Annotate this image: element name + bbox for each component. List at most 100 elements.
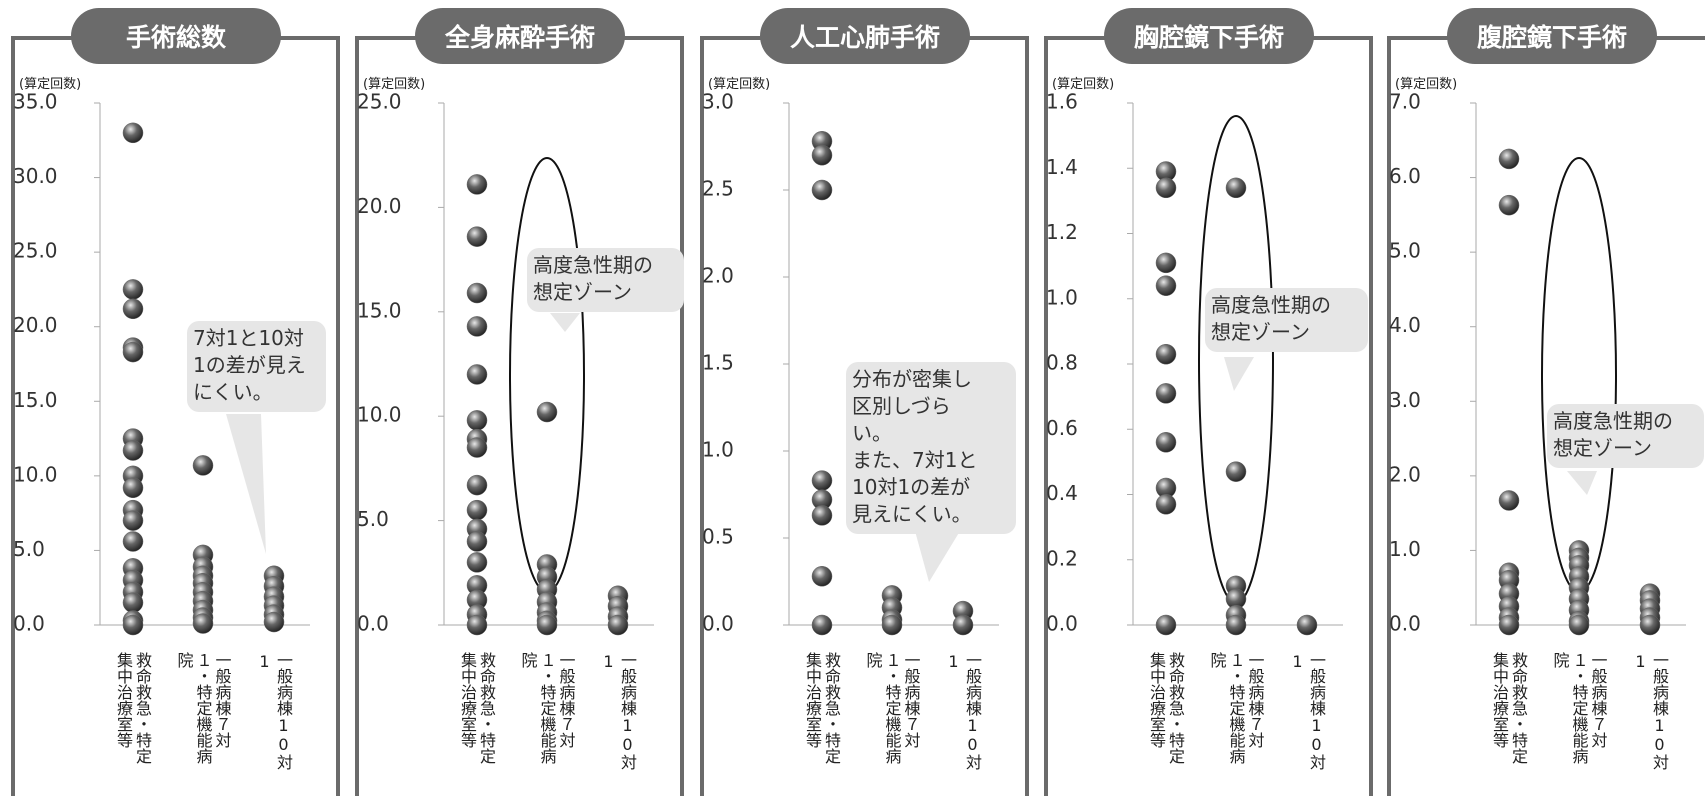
dot xyxy=(466,531,488,552)
dot xyxy=(466,410,488,431)
callout-line: 1の差が見え xyxy=(193,353,306,377)
dot xyxy=(1155,383,1177,404)
callout-line: 7対1と10対 xyxy=(193,326,304,350)
callout-box xyxy=(187,321,326,412)
callout-line: 想定ゾーン xyxy=(533,280,632,304)
panel: 0.0 0.5 1.0 1.5 2.0 2.5 3.0 人工心肺手術 (算定回数) 救命救急・特定… xyxy=(700,0,1033,796)
y-tick-label: 25.0 xyxy=(357,90,402,114)
y-tick-label: 3.0 xyxy=(1389,388,1421,412)
callout-line: 高度急性期の xyxy=(533,253,653,277)
dot xyxy=(536,614,558,636)
callout-text: 分布が密集し 区別しづら い。 また、7対1と 10対1の差が 見えにくい。 xyxy=(846,362,1016,532)
y-tick-label: 1.0 xyxy=(1046,285,1078,309)
callout-tail xyxy=(1224,357,1254,391)
dot xyxy=(466,364,488,385)
category-label: 救命救急・特定集中治療室等 xyxy=(1490,652,1528,764)
y-tick-label: 10.0 xyxy=(357,403,402,427)
category-label: 一般病棟７対１・特定機能病院 xyxy=(1550,652,1608,764)
y-tick-label: 1.6 xyxy=(1046,90,1078,114)
callout-tail xyxy=(550,313,580,332)
dot xyxy=(811,470,833,491)
callout-line: にくい。 xyxy=(193,380,273,404)
y-tick-label: 0.0 xyxy=(357,612,389,636)
panel-title: 人工心肺手術 xyxy=(760,8,970,64)
y-tick-label: 20.0 xyxy=(13,313,58,337)
category-label: 救命救急・特定集中治療室等 xyxy=(803,652,841,764)
dot xyxy=(192,455,214,476)
y-tick-label: 2.0 xyxy=(702,264,734,288)
dot xyxy=(1155,275,1177,296)
callout-line: 分布が密集し xyxy=(852,367,972,391)
category-label: 一般病棟10対1 xyxy=(599,652,637,770)
callout-tail xyxy=(226,414,266,554)
callout-text: 高度急性期の 想定ゾーン xyxy=(1205,288,1368,350)
panel-title: 腹腔鏡下手術 xyxy=(1447,8,1657,64)
category-label: 救命救急・特定集中治療室等 xyxy=(1147,652,1185,764)
dot xyxy=(1155,343,1177,365)
y-tick-label: 2.0 xyxy=(1389,462,1421,486)
dot xyxy=(122,341,144,363)
dot xyxy=(192,613,214,634)
callout-text: 高度急性期の 想定ゾーン xyxy=(527,248,684,310)
dot xyxy=(466,226,488,247)
dot xyxy=(811,144,833,166)
y-tick-label: 10.0 xyxy=(13,462,58,486)
dot xyxy=(881,614,903,636)
dot xyxy=(466,316,488,337)
dot xyxy=(466,282,488,304)
category-label: 一般病棟７対１・特定機能病院 xyxy=(1207,652,1265,764)
y-tick-label: 0.5 xyxy=(702,525,734,549)
y-tick-label: 15.0 xyxy=(357,298,402,322)
plot: 0.0 0.5 1.0 1.5 2.0 2.5 3.0 xyxy=(702,90,1016,636)
dot xyxy=(122,440,144,461)
dot xyxy=(1155,432,1177,453)
dot xyxy=(1225,461,1247,482)
y-axis-unit: (算定回数) xyxy=(1395,77,1458,92)
dot xyxy=(811,179,833,201)
y-tick-label: 0.8 xyxy=(1046,351,1078,375)
callout-box xyxy=(527,248,684,312)
dot xyxy=(1155,252,1177,274)
category-label: 一般病棟７対１・特定機能病院 xyxy=(174,652,232,764)
y-tick-label: 5.0 xyxy=(1389,239,1421,263)
dot xyxy=(952,614,974,636)
y-tick-label: 35.0 xyxy=(13,90,58,114)
dot xyxy=(1498,194,1520,216)
y-tick-label: 1.0 xyxy=(1389,537,1421,561)
category-label: 一般病棟10対1 xyxy=(1631,652,1669,770)
y-tick-label: 5.0 xyxy=(13,537,45,561)
dot xyxy=(122,592,144,613)
callout-tail xyxy=(915,531,960,582)
dot xyxy=(1296,614,1318,636)
dot xyxy=(466,499,488,521)
y-tick-label: 4.0 xyxy=(1389,313,1421,337)
panel-title: 胸腔鏡下手術 xyxy=(1104,8,1314,64)
y-axis-unit: (算定回数) xyxy=(19,77,82,92)
callout-line: また、7対1と xyxy=(852,448,978,472)
category-label: 一般病棟10対1 xyxy=(255,652,293,770)
y-tick-label: 2.5 xyxy=(702,177,734,201)
dot xyxy=(466,174,488,195)
dot xyxy=(122,122,144,144)
y-tick-label: 3.0 xyxy=(702,90,734,114)
callout-line: 10対1の差が xyxy=(852,475,971,499)
dot xyxy=(1155,614,1177,636)
zone-ellipse xyxy=(1541,157,1617,593)
y-tick-label: 0.0 xyxy=(1389,612,1421,636)
callout-line: 見えにくい。 xyxy=(852,502,972,526)
panel: 0.0 0.2 0.4 0.6 0.8 1.0 1.2 1.4 1.6 胸腔鏡下手術 (算定回数) 救… xyxy=(1044,0,1377,796)
category-label: 一般病棟７対１・特定機能病院 xyxy=(518,652,576,764)
plot: 0.0 1.0 2.0 3.0 4.0 5.0 6.0 7.0 xyxy=(1389,90,1704,636)
callout-line: 高度急性期の xyxy=(1553,409,1673,433)
y-tick-label: 25.0 xyxy=(13,239,58,263)
panel: 0.0 5.0 10.0 15.0 20.0 25.0 全身麻酔手術 (算定回数) 救命救急・特… xyxy=(355,0,688,796)
dot xyxy=(122,531,144,552)
y-tick-label: 7.0 xyxy=(1389,90,1421,114)
dot xyxy=(811,614,833,636)
dot xyxy=(122,477,144,499)
y-tick-label: 20.0 xyxy=(357,194,402,218)
dot xyxy=(1498,490,1520,511)
y-tick-label: 0.0 xyxy=(702,612,734,636)
dot xyxy=(466,437,488,458)
dot xyxy=(263,611,285,633)
